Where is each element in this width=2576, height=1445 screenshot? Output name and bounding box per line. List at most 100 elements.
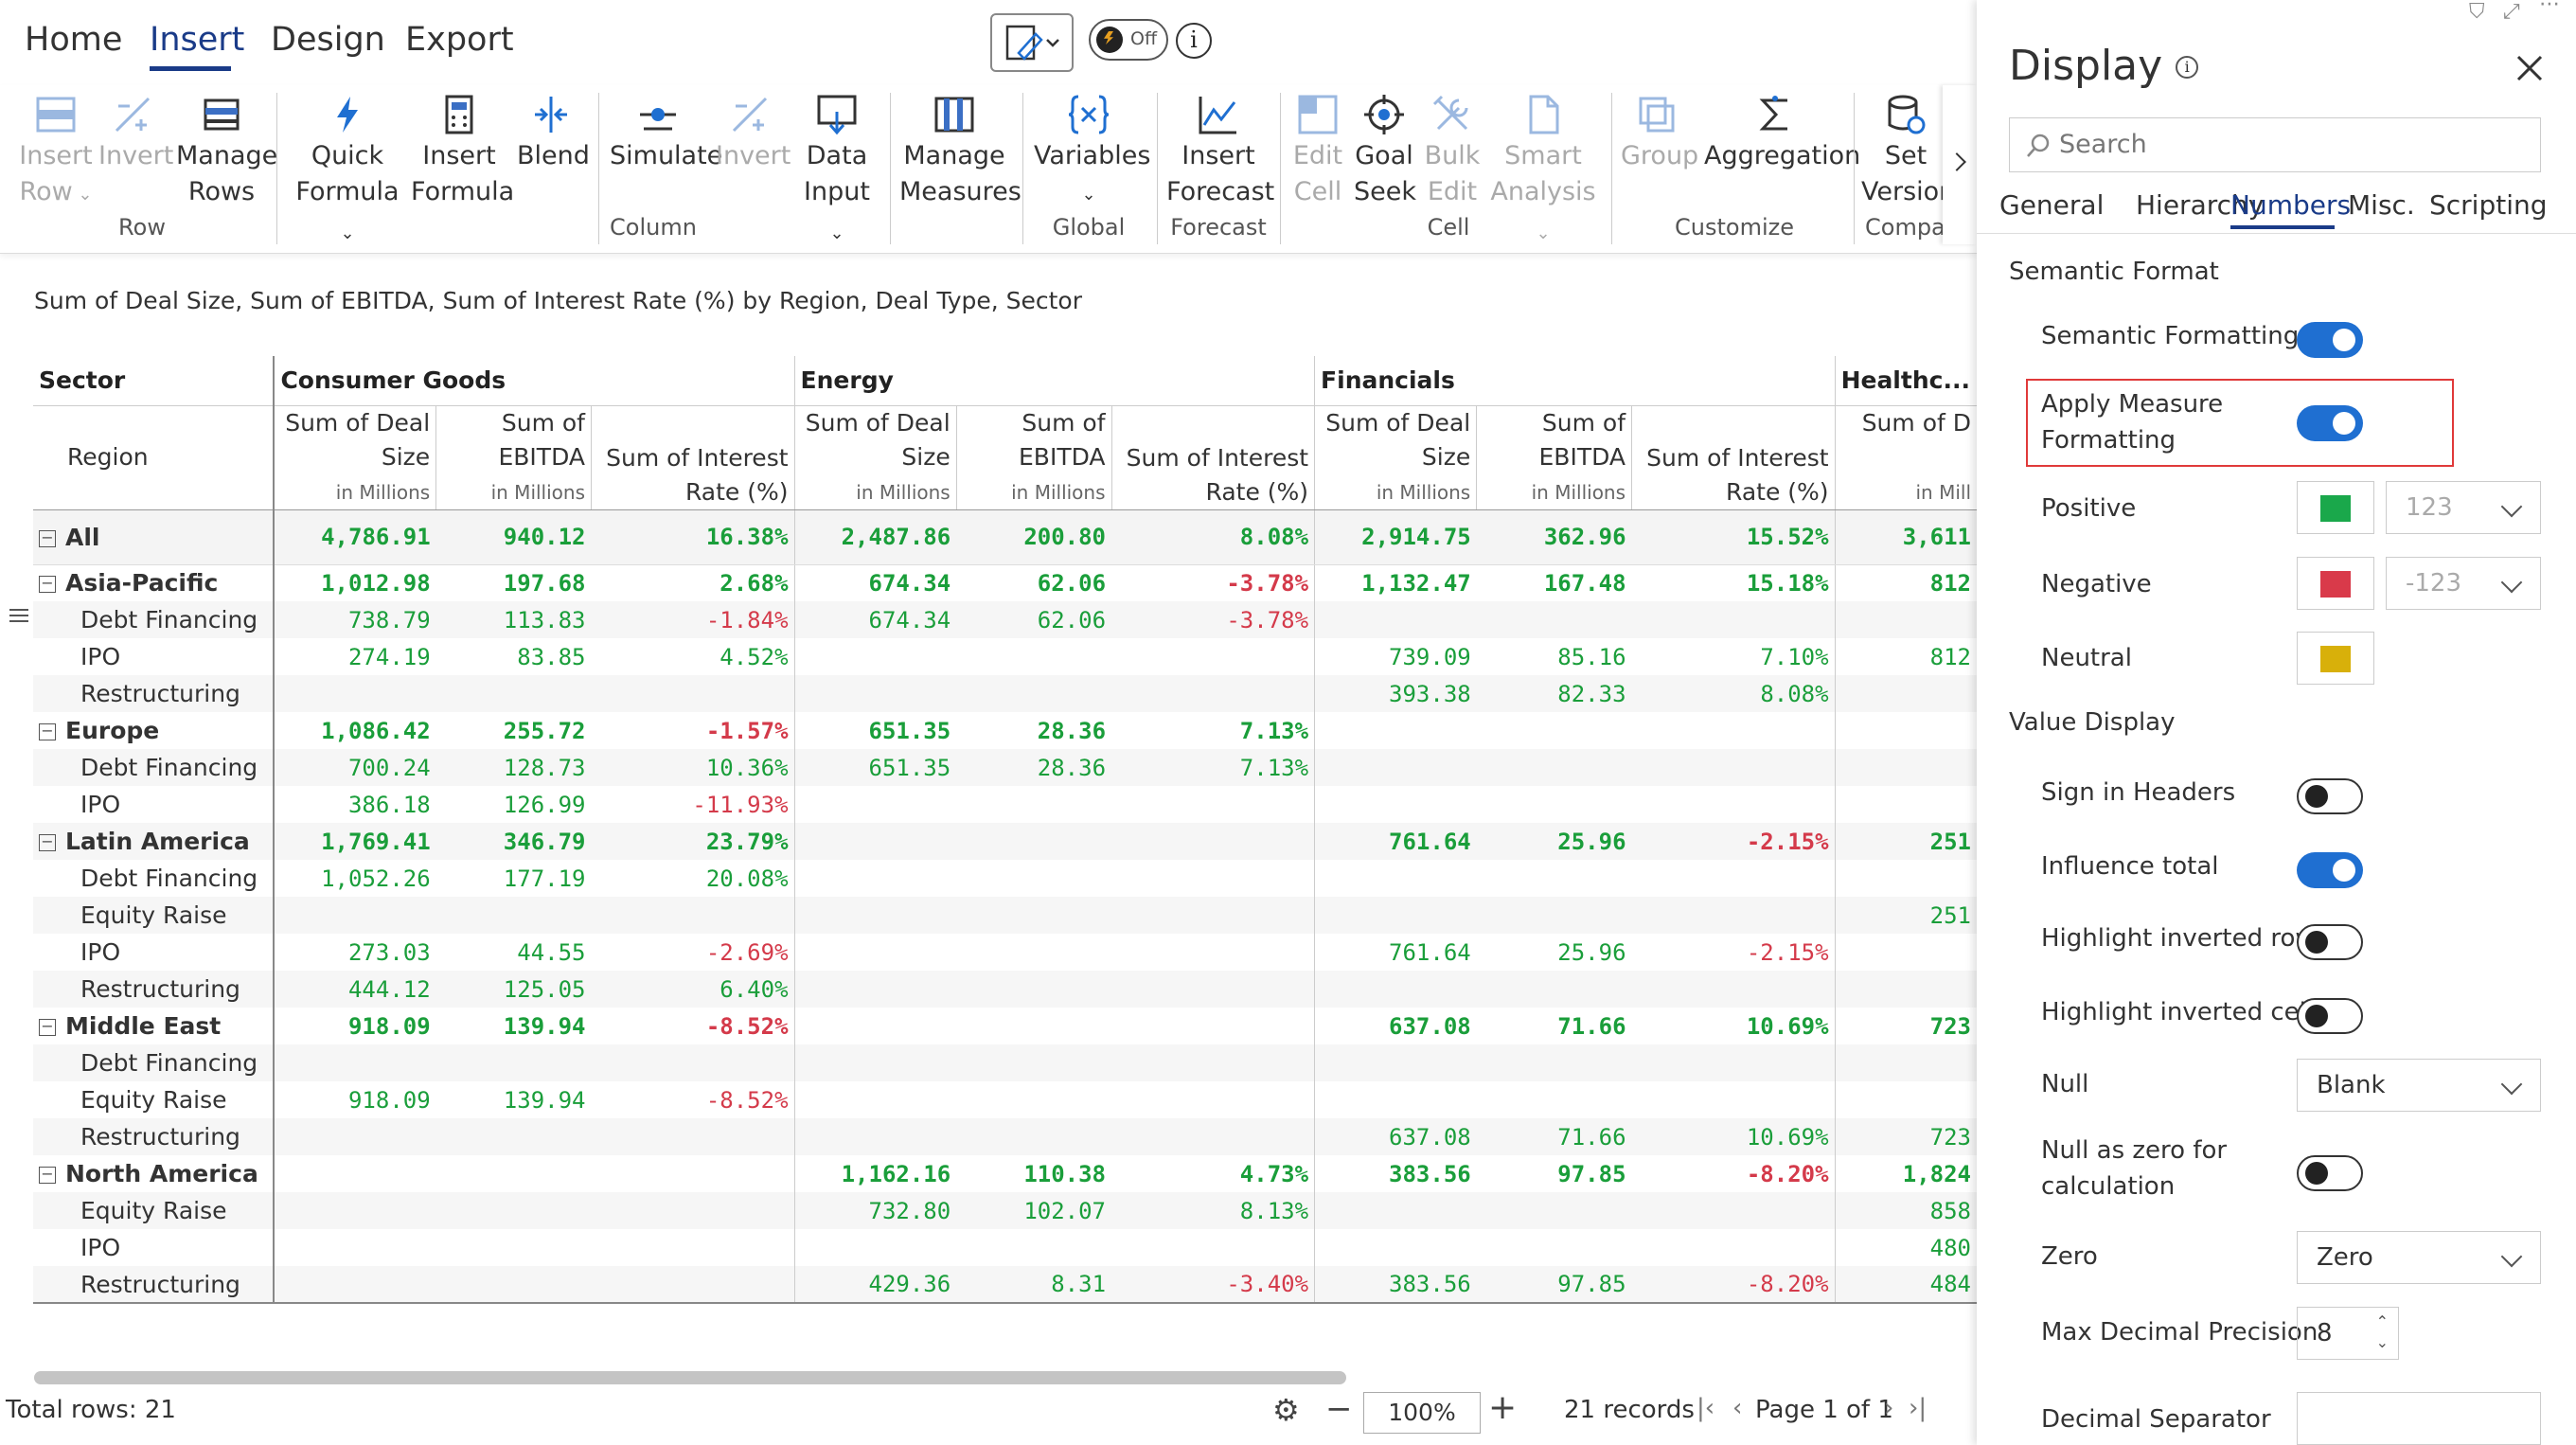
table-cell[interactable]: 484: [1834, 1266, 1977, 1304]
table-cell[interactable]: [1632, 786, 1836, 823]
table-cell[interactable]: [1111, 638, 1315, 675]
table-cell[interactable]: 23.79%: [591, 823, 795, 860]
ribbon-scroll-right-button[interactable]: [1943, 85, 1977, 244]
close-icon[interactable]: [2514, 53, 2545, 83]
table-cell[interactable]: 4.73%: [1239, 1160, 1309, 1187]
table-cell[interactable]: 126.99: [503, 791, 586, 818]
semantic-formatting-toggle[interactable]: [2297, 322, 2363, 358]
tab-export[interactable]: Export: [405, 21, 514, 59]
table-cell[interactable]: 1,162.16: [793, 1155, 957, 1192]
table-cell[interactable]: -3.78%: [1111, 601, 1315, 638]
table-cell[interactable]: [1477, 860, 1632, 897]
table-cell[interactable]: [1111, 1044, 1315, 1081]
positive-color-picker[interactable]: [2297, 481, 2374, 534]
manage-measures-button[interactable]: Manage Measures: [899, 93, 1022, 210]
table-cell[interactable]: [591, 1266, 795, 1304]
measure-header[interactable]: Sum of Interest Rate (%): [1110, 405, 1315, 510]
table-cell[interactable]: 918.09: [273, 1081, 436, 1118]
stepper-arrows-icon[interactable]: ⌃ ⌄: [2375, 1312, 2389, 1351]
table-cell[interactable]: 2,487.86: [793, 509, 957, 565]
table-cell[interactable]: 83.85: [517, 643, 586, 670]
table-cell[interactable]: [435, 897, 592, 934]
table-cell[interactable]: 858: [1834, 1192, 1977, 1229]
decimal-separator-select[interactable]: [2297, 1392, 2541, 1445]
table-cell[interactable]: 71.66: [1557, 1012, 1626, 1040]
tab-design[interactable]: Design: [271, 21, 385, 59]
tab-general[interactable]: General: [1999, 189, 2105, 221]
gear-icon[interactable]: ⚙: [1272, 1392, 1300, 1428]
table-row[interactable]: − All 4,786.91 940.12 16.38% 2,487.86 200.80 8.…: [33, 509, 1977, 565]
table-cell[interactable]: [1111, 786, 1315, 823]
table-cell[interactable]: [1476, 601, 1632, 638]
writeback-toggle[interactable]: Off: [1089, 19, 1168, 61]
table-cell[interactable]: 28.36: [956, 749, 1112, 786]
table-cell[interactable]: [1314, 971, 1477, 1008]
table-cell[interactable]: [273, 1192, 436, 1229]
more-options-icon[interactable]: ⋯: [2539, 0, 2560, 16]
zero-select[interactable]: Zero: [2297, 1231, 2541, 1284]
table-cell[interactable]: [1314, 897, 1477, 934]
neutral-color-picker[interactable]: [2297, 632, 2374, 685]
collapse-icon[interactable]: −: [39, 576, 56, 594]
table-cell[interactable]: [436, 1229, 592, 1266]
influence-total-toggle[interactable]: [2297, 852, 2363, 888]
sector-header-healthcare[interactable]: Healthc...: [1834, 356, 1977, 406]
table-cell[interactable]: [956, 934, 1111, 971]
table-cell[interactable]: [1314, 601, 1477, 638]
simulate-button[interactable]: Simulate: [610, 93, 722, 174]
table-cell[interactable]: [956, 1008, 1111, 1044]
table-cell[interactable]: [956, 823, 1112, 860]
table-cell[interactable]: [1632, 860, 1836, 897]
table-cell[interactable]: 732.80: [793, 1192, 957, 1229]
table-row[interactable]: Restructuring 444.12 125.05 6.40%: [33, 971, 1977, 1008]
quick-formula-button[interactable]: Quick Formula ⌄: [290, 93, 405, 252]
table-cell[interactable]: 1,824: [1834, 1155, 1977, 1192]
first-page-button[interactable]: |‹: [1697, 1394, 1715, 1422]
table-cell[interactable]: [1111, 675, 1315, 712]
table-cell[interactable]: -1.57%: [705, 717, 789, 744]
table-cell[interactable]: [435, 1044, 592, 1081]
table-cell[interactable]: [1477, 1229, 1632, 1266]
table-cell[interactable]: -8.20%: [1746, 1160, 1829, 1187]
table-cell[interactable]: 7.10%: [1760, 643, 1829, 670]
max-decimal-stepper[interactable]: 8 ⌃ ⌄: [2297, 1307, 2399, 1360]
table-cell[interactable]: 8.08%: [1111, 509, 1315, 565]
table-cell[interactable]: [1834, 786, 1977, 823]
table-cell[interactable]: 651.35: [793, 749, 957, 786]
table-cell[interactable]: 97.85: [1557, 1160, 1626, 1187]
table-cell[interactable]: 444.12: [273, 971, 436, 1008]
tab-hierarchy[interactable]: Hierarchy: [2136, 189, 2265, 221]
table-cell[interactable]: [591, 675, 795, 712]
table-cell[interactable]: [1314, 1081, 1477, 1118]
table-cell[interactable]: [1834, 934, 1977, 971]
table-cell[interactable]: [793, 934, 957, 971]
zoom-input[interactable]: 100%: [1363, 1392, 1481, 1434]
table-row[interactable]: Equity Raise 732.80 102.07 8.13% 858: [33, 1192, 1977, 1229]
table-cell[interactable]: 251: [1834, 823, 1977, 860]
table-cell[interactable]: 1,086.42: [273, 712, 436, 749]
filter-icon[interactable]: ⛉: [2469, 0, 2485, 24]
table-cell[interactable]: [1476, 971, 1632, 1008]
last-page-button[interactable]: ›|: [1909, 1394, 1928, 1422]
table-cell[interactable]: 274.19: [273, 638, 436, 675]
table-cell[interactable]: [1476, 749, 1632, 786]
table-cell[interactable]: [793, 675, 957, 712]
table-cell[interactable]: 25.96: [1557, 938, 1626, 966]
table-cell[interactable]: [1314, 1229, 1477, 1266]
table-cell[interactable]: -11.93%: [692, 791, 789, 818]
table-cell[interactable]: 44.55: [517, 938, 586, 966]
expand-icon[interactable]: ⤢: [2503, 0, 2520, 24]
table-cell[interactable]: 1,132.47: [1314, 564, 1477, 601]
insert-forecast-button[interactable]: Insert Forecast: [1166, 93, 1274, 210]
table-cell[interactable]: [1632, 1081, 1836, 1118]
blend-button[interactable]: Blend: [517, 93, 590, 174]
sector-header-financials[interactable]: Financials: [1314, 356, 1836, 406]
table-cell[interactable]: [1834, 971, 1977, 1008]
table-cell[interactable]: 812: [1834, 638, 1977, 675]
table-cell[interactable]: [793, 1229, 957, 1266]
table-cell[interactable]: [793, 1081, 957, 1118]
measure-header[interactable]: Sum of Deal Size in Millions: [793, 405, 957, 510]
table-cell[interactable]: 85.16: [1557, 643, 1626, 670]
table-cell[interactable]: 139.94: [503, 1012, 586, 1040]
